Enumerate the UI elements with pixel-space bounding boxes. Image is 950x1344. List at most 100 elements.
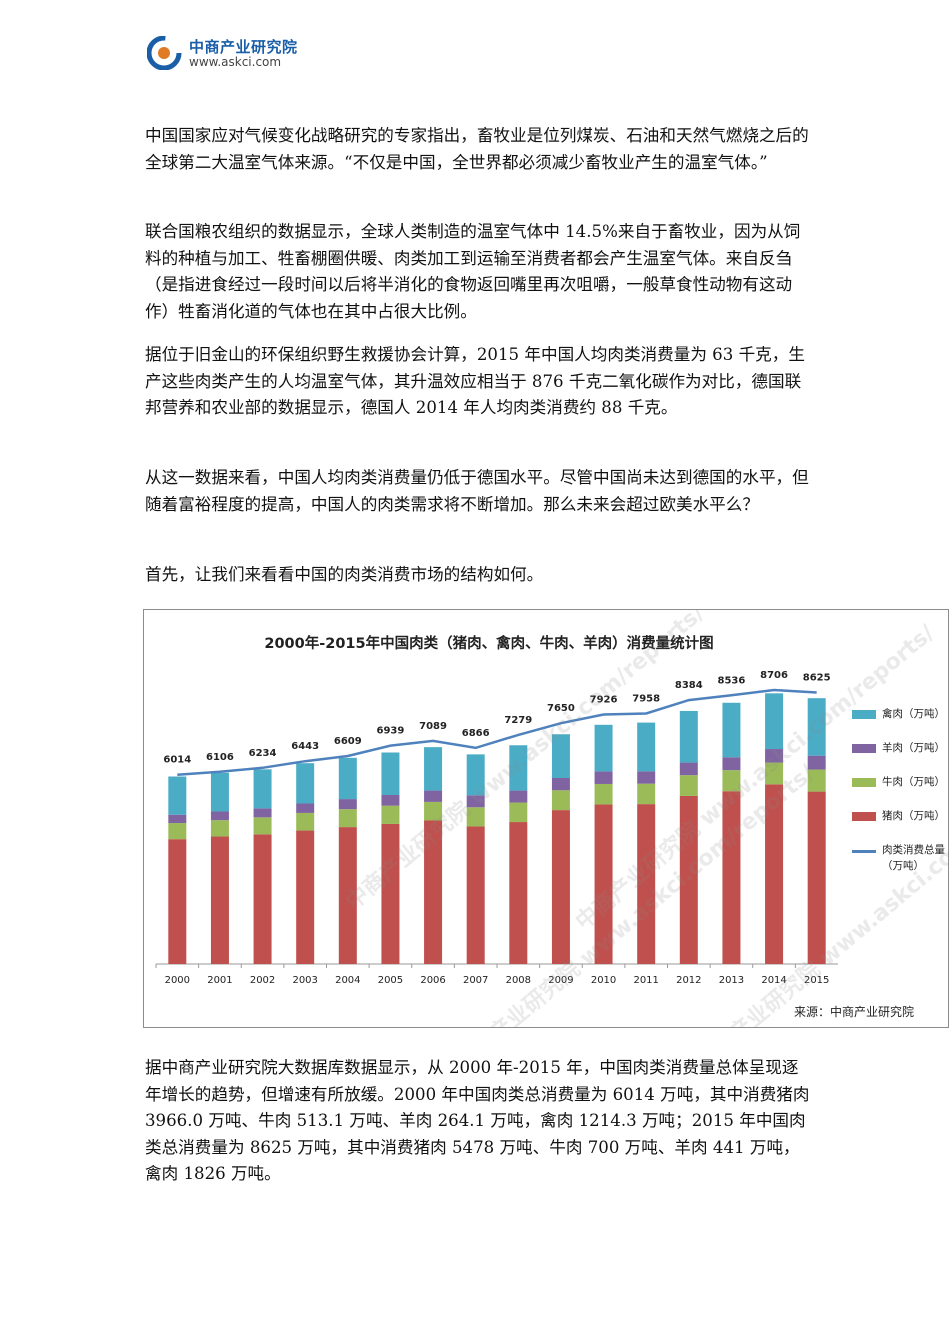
x-tick-label: 2010	[591, 975, 616, 986]
bar-pork	[637, 804, 656, 964]
bar-pork	[466, 826, 485, 964]
bar-mutton	[807, 755, 826, 770]
legend-item-total: 肉类消费总量（万吨）	[852, 842, 948, 876]
chart-title: 2000年-2015年中国肉类（猪肉、禽肉、牛肉、羊肉）消费量统计图	[264, 636, 714, 652]
legend-swatch-pork	[852, 812, 876, 821]
bar-beef	[424, 801, 443, 821]
bar-mutton	[509, 790, 528, 803]
total-data-label: 7089	[419, 721, 447, 732]
meat-consumption-chart: 2000年-2015年中国肉类（猪肉、禽肉、牛肉、羊肉）消费量统计图 2000 2…	[143, 609, 949, 1028]
bar-mutton	[765, 749, 784, 763]
total-data-label: 7279	[504, 715, 532, 726]
legend-label-poultry: 禽肉（万吨）	[882, 708, 945, 720]
legend-label-mutton: 羊肉（万吨）	[882, 742, 945, 754]
paragraph-6: 据中商产业研究院大数据库数据显示，从 2000 年-2015 年，中国肉类消费量…	[145, 1058, 810, 1183]
total-data-label: 7926	[590, 695, 618, 706]
bar-pork	[168, 839, 187, 964]
bar-mutton	[679, 762, 698, 776]
x-tick-label: 2002	[250, 975, 275, 986]
x-tick-label: 2015	[804, 975, 829, 986]
paragraph-4: 从这一数据来看，中国人均肉类消费量仍低于德国水平。尽管中国尚未达到德国的水平，但…	[145, 468, 809, 514]
bar-poultry	[679, 710, 698, 763]
x-tick-label: 2006	[420, 975, 445, 986]
bar-pork	[765, 784, 784, 964]
bar-mutton	[168, 814, 187, 824]
legend-item-pork: 猪肉（万吨）	[852, 808, 948, 842]
bar-pork	[424, 820, 443, 964]
bar-pork	[210, 836, 229, 964]
company-logo: 中商产业研究院 www.askci.com	[147, 36, 347, 70]
total-data-label: 7650	[547, 703, 575, 714]
bar-mutton	[594, 771, 613, 784]
bar-beef	[210, 820, 229, 837]
bar-pork	[381, 823, 400, 964]
total-data-label: 6866	[462, 728, 490, 739]
bar-poultry	[424, 747, 443, 791]
x-tick-label: 2000	[165, 975, 190, 986]
total-data-label: 8625	[803, 673, 831, 684]
bar-mutton	[551, 777, 570, 791]
legend-item-mutton: 羊肉（万吨）	[852, 740, 948, 774]
bar-beef	[551, 790, 570, 811]
total-data-label: 8384	[675, 680, 703, 691]
bar-poultry	[381, 752, 400, 795]
bar-poultry	[466, 754, 485, 796]
bar-mutton	[253, 808, 272, 818]
bar-mutton	[424, 790, 443, 802]
legend-swatch-mutton	[852, 744, 876, 753]
total-data-label: 6106	[206, 752, 234, 763]
chart-legend: 禽肉（万吨） 羊肉（万吨） 牛肉（万吨） 猪肉（万吨） 肉类消费总量（万吨）	[852, 706, 948, 876]
bar-beef	[679, 775, 698, 796]
legend-line-total	[852, 850, 876, 853]
bar-mutton	[637, 771, 656, 784]
bar-pork	[594, 804, 613, 964]
bar-beef	[253, 817, 272, 835]
chart-source: 来源：中商产业研究院	[793, 1005, 914, 1019]
logo-icon	[147, 36, 182, 70]
bar-pork	[807, 791, 826, 964]
bar-beef	[637, 783, 656, 805]
total-data-label: 6609	[334, 736, 362, 747]
bar-poultry	[765, 693, 784, 750]
paragraph-1: 中国国家应对气候变化战略研究的专家指出，畜牧业是位列煤炭、石油和天然气燃烧之后的…	[145, 126, 809, 172]
total-data-label: 6234	[249, 748, 277, 759]
chart-plot: 2000 2001 2002 2003 2004 2005 2006 2007 2008 2009…	[155, 670, 838, 986]
logo-name: 中商产业研究院	[189, 38, 298, 56]
x-tick-label: 2011	[633, 975, 658, 986]
legend-label-beef: 牛肉（万吨）	[882, 776, 945, 788]
x-tick-label: 2009	[548, 975, 573, 986]
bar-poultry	[338, 757, 357, 800]
bar-beef	[594, 783, 613, 805]
x-tick-label: 2013	[719, 975, 744, 986]
bar-mutton	[210, 811, 229, 821]
bar-pork	[551, 810, 570, 964]
bar-pork	[509, 822, 528, 964]
total-data-label: 6939	[377, 726, 405, 737]
x-tick-label: 2014	[761, 975, 786, 986]
bar-poultry	[210, 772, 229, 812]
legend-label-pork: 猪肉（万吨）	[882, 810, 945, 822]
bar-beef	[381, 805, 400, 824]
legend-swatch-poultry	[852, 710, 876, 719]
x-tick-label: 2004	[335, 975, 360, 986]
x-tick-label: 2012	[676, 975, 701, 986]
total-data-label: 8536	[718, 675, 746, 686]
total-data-label: 7958	[632, 694, 660, 705]
legend-item-poultry: 禽肉（万吨）	[852, 706, 948, 740]
total-data-label: 6443	[291, 741, 319, 752]
paragraph-5: 首先，让我们来看看中国的肉类消费市场的结构如何。	[145, 565, 544, 584]
bar-poultry	[637, 722, 656, 772]
bar-poultry	[296, 763, 315, 804]
bar-beef	[722, 770, 741, 792]
total-data-label: 8706	[760, 670, 788, 681]
legend-swatch-beef	[852, 778, 876, 787]
legend-item-beef: 牛肉（万吨）	[852, 774, 948, 808]
x-tick-label: 2007	[463, 975, 488, 986]
bar-beef	[509, 802, 528, 823]
bar-beef	[296, 812, 315, 831]
bar-pork	[338, 827, 357, 964]
bar-mutton	[381, 794, 400, 806]
legend-label-total: 肉类消费总量（万吨）	[882, 844, 945, 872]
bar-pork	[722, 791, 741, 964]
x-tick-label: 2005	[378, 975, 403, 986]
